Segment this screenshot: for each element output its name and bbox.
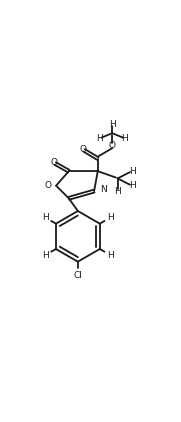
Text: H: H bbox=[107, 251, 114, 260]
Text: H: H bbox=[121, 134, 128, 143]
Text: O: O bbox=[51, 158, 58, 167]
Text: H: H bbox=[96, 134, 103, 143]
Text: H: H bbox=[114, 187, 121, 195]
Text: H: H bbox=[129, 181, 136, 190]
Text: O: O bbox=[45, 181, 51, 190]
Text: N: N bbox=[100, 185, 107, 194]
Text: H: H bbox=[42, 251, 49, 260]
Text: O: O bbox=[109, 141, 116, 150]
Text: H: H bbox=[129, 167, 136, 176]
Text: Cl: Cl bbox=[73, 271, 82, 280]
Text: O: O bbox=[80, 145, 87, 154]
Text: H: H bbox=[42, 213, 49, 222]
Text: H: H bbox=[109, 119, 116, 129]
Text: H: H bbox=[107, 213, 114, 222]
